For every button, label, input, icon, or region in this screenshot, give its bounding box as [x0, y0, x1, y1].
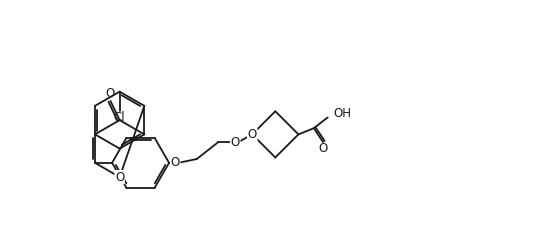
Text: O: O — [106, 88, 115, 100]
Text: O: O — [248, 128, 257, 141]
Text: O: O — [319, 143, 328, 155]
Text: O: O — [115, 171, 124, 184]
Text: OH: OH — [334, 107, 352, 120]
Text: O: O — [171, 156, 180, 169]
Text: O: O — [230, 136, 240, 149]
Text: Cl: Cl — [114, 111, 126, 124]
